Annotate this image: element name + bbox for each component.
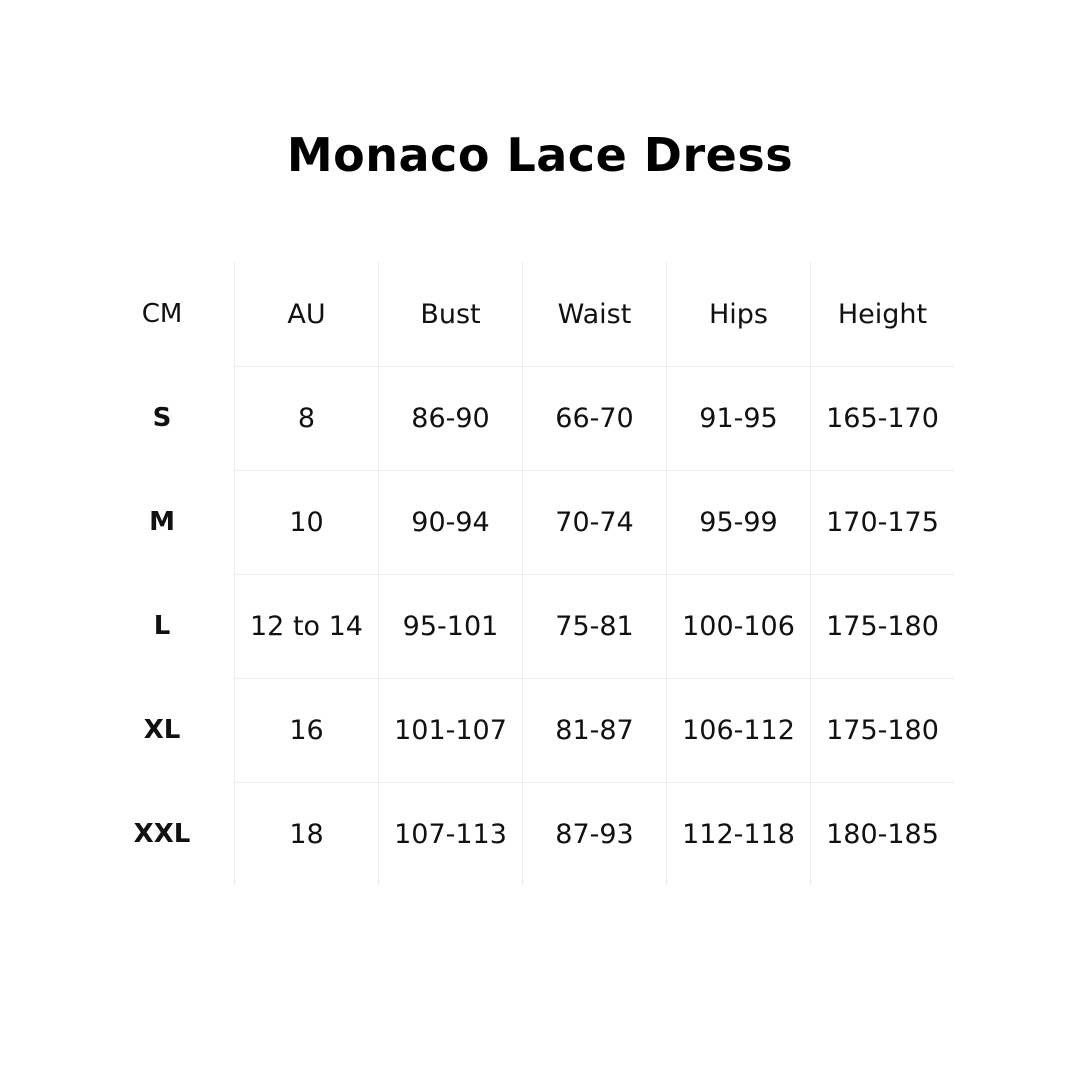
table-cell: 86-90 xyxy=(378,366,522,470)
table-cell: 8 xyxy=(234,366,378,470)
table-row: S 8 86-90 66-70 91-95 165-170 xyxy=(90,366,954,470)
table-cell: 100-106 xyxy=(666,574,810,678)
column-header: Waist xyxy=(522,262,666,366)
column-header: AU xyxy=(234,262,378,366)
size-label: XXL xyxy=(133,819,191,849)
table-cell: 70-74 xyxy=(522,470,666,574)
table-cell: 107-113 xyxy=(378,782,522,886)
table-cell: 95-99 xyxy=(666,470,810,574)
table-cell: 95-101 xyxy=(378,574,522,678)
table-cell: 90-94 xyxy=(378,470,522,574)
table-row: M 10 90-94 70-74 95-99 170-175 xyxy=(90,470,954,574)
table-cell: 75-81 xyxy=(522,574,666,678)
size-label: XL xyxy=(143,715,181,745)
table-row: L 12 to 14 95-101 75-81 100-106 175-180 xyxy=(90,574,954,678)
table-cell: 101-107 xyxy=(378,678,522,782)
column-header: Hips xyxy=(666,262,810,366)
table-cell: 165-170 xyxy=(810,366,954,470)
table-cell: 66-70 xyxy=(522,366,666,470)
table-cell: 112-118 xyxy=(666,782,810,886)
size-label: M xyxy=(149,507,175,537)
table-cell: 10 xyxy=(234,470,378,574)
table-cell: 81-87 xyxy=(522,678,666,782)
table-row: XL 16 101-107 81-87 106-112 175-180 xyxy=(90,678,954,782)
table-cell: 175-180 xyxy=(810,574,954,678)
size-label: S xyxy=(152,403,172,433)
column-header: Height xyxy=(810,262,954,366)
column-header: Bust xyxy=(378,262,522,366)
column-header: CM xyxy=(141,299,183,329)
table-cell: 16 xyxy=(234,678,378,782)
table-cell: 180-185 xyxy=(810,782,954,886)
header-row: CM AU Bust Waist Hips Height xyxy=(90,262,954,366)
table-cell: 87-93 xyxy=(522,782,666,886)
size-chart-table: CM AU Bust Waist Hips Height S 8 86-90 66-70 91-95… xyxy=(90,262,954,886)
table-cell: 91-95 xyxy=(666,366,810,470)
table-cell: 170-175 xyxy=(810,470,954,574)
page-title: Monaco Lace Dress xyxy=(286,128,794,182)
size-label: L xyxy=(153,611,171,641)
table-cell: 18 xyxy=(234,782,378,886)
table-cell: 12 to 14 xyxy=(234,574,378,678)
table-row: XXL 18 107-113 87-93 112-118 180-185 xyxy=(90,782,954,886)
table-cell: 106-112 xyxy=(666,678,810,782)
table-cell: 175-180 xyxy=(810,678,954,782)
